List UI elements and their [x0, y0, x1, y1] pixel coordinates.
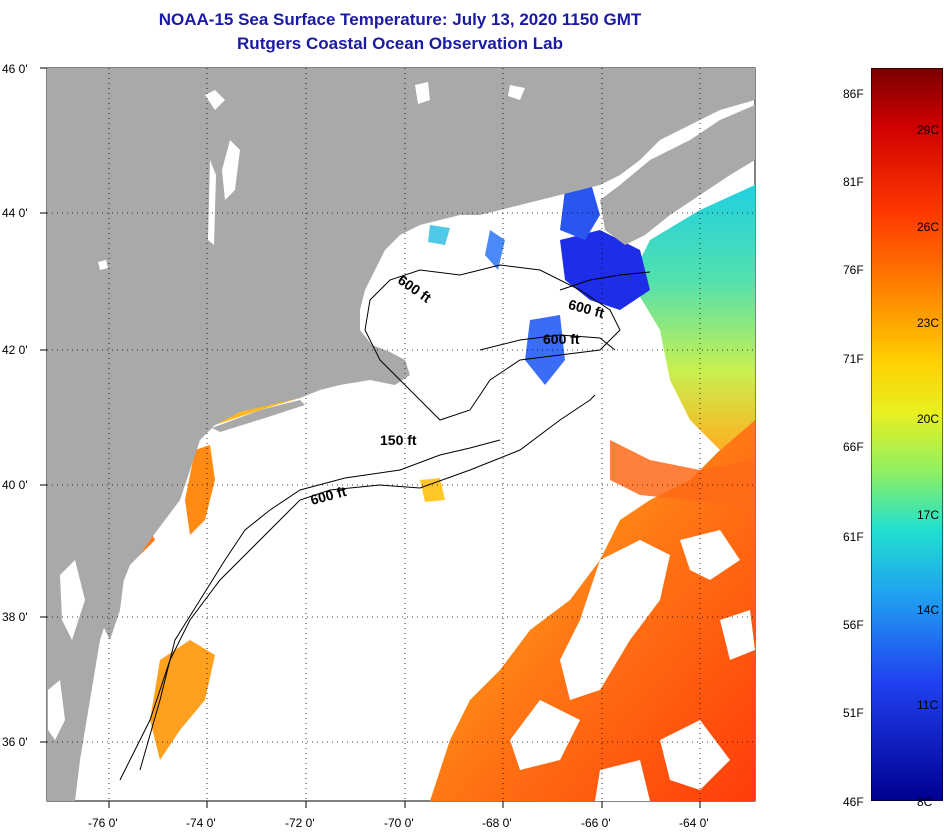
colorbar-c-8: 8C — [917, 795, 933, 809]
contour-label-600ft-c: 600 ft — [543, 331, 580, 347]
cloud-patches — [510, 530, 755, 801]
colorbar-f-66: 66F — [843, 440, 864, 454]
colorbar-f-86: 86F — [843, 87, 864, 101]
bathymetry-contours — [119, 264, 651, 781]
graticule — [47, 68, 755, 801]
colorbar-c-14: 14C — [917, 603, 940, 617]
lat-label-36: 36 0' — [2, 735, 28, 749]
lon-label-68: -68 0' — [482, 816, 512, 830]
lon-label-64: -64 0' — [679, 816, 709, 830]
lon-label-74: -74 0' — [186, 816, 216, 830]
map-title: NOAA-15 Sea Surface Temperature: July 13… — [158, 10, 642, 29]
contour-gulf-maine — [364, 264, 621, 421]
colorbar-f-76: 76F — [843, 263, 864, 277]
colorbar-f-81: 81F — [843, 175, 864, 189]
colorbar-c-29: 29C — [917, 123, 940, 137]
lakes — [48, 82, 525, 740]
axis-ticks — [40, 67, 701, 808]
lat-label-46: 46 0' — [2, 62, 28, 76]
map-subtitle: Rutgers Coastal Ocean Observation Lab — [237, 34, 563, 53]
land-mass — [47, 68, 755, 801]
lat-label-42: 42 0' — [2, 343, 28, 357]
contour-600ft-shelf — [119, 394, 596, 781]
lon-label-70: -70 0' — [384, 816, 414, 830]
colorbar-f-56: 56F — [843, 618, 864, 632]
contour-150ft-shelf — [139, 439, 501, 771]
contour-label-150ft: 150 ft — [380, 432, 417, 448]
colorbar-c-26: 26C — [917, 220, 940, 234]
warm-eddy-water — [610, 440, 755, 510]
contour-scotian — [559, 271, 651, 291]
colorbar-f-46: 46F — [843, 795, 864, 809]
lat-label-44: 44 0' — [2, 206, 28, 220]
slope-water — [630, 185, 755, 450]
colorbar-f-51: 51F — [843, 706, 864, 720]
lon-label-66: -66 0' — [581, 816, 611, 830]
colorbar-c-11: 11C — [917, 698, 939, 712]
lon-label-76: -76 0' — [88, 816, 118, 830]
lon-label-72: -72 0' — [285, 816, 315, 830]
temperature-colorbar — [871, 68, 943, 801]
colorbar-f-61: 61F — [843, 530, 864, 544]
lat-label-38: 38 0' — [2, 610, 28, 624]
colorbar-c-20: 20C — [917, 412, 940, 426]
contour-georges — [479, 334, 616, 351]
cold-water-patches — [428, 128, 650, 385]
lat-label-40: 40 0' — [2, 478, 28, 492]
colorbar-c-23: 23C — [917, 316, 940, 330]
colorbar-f-71: 71F — [843, 352, 864, 366]
colorbar-c-17: 17C — [917, 508, 940, 522]
